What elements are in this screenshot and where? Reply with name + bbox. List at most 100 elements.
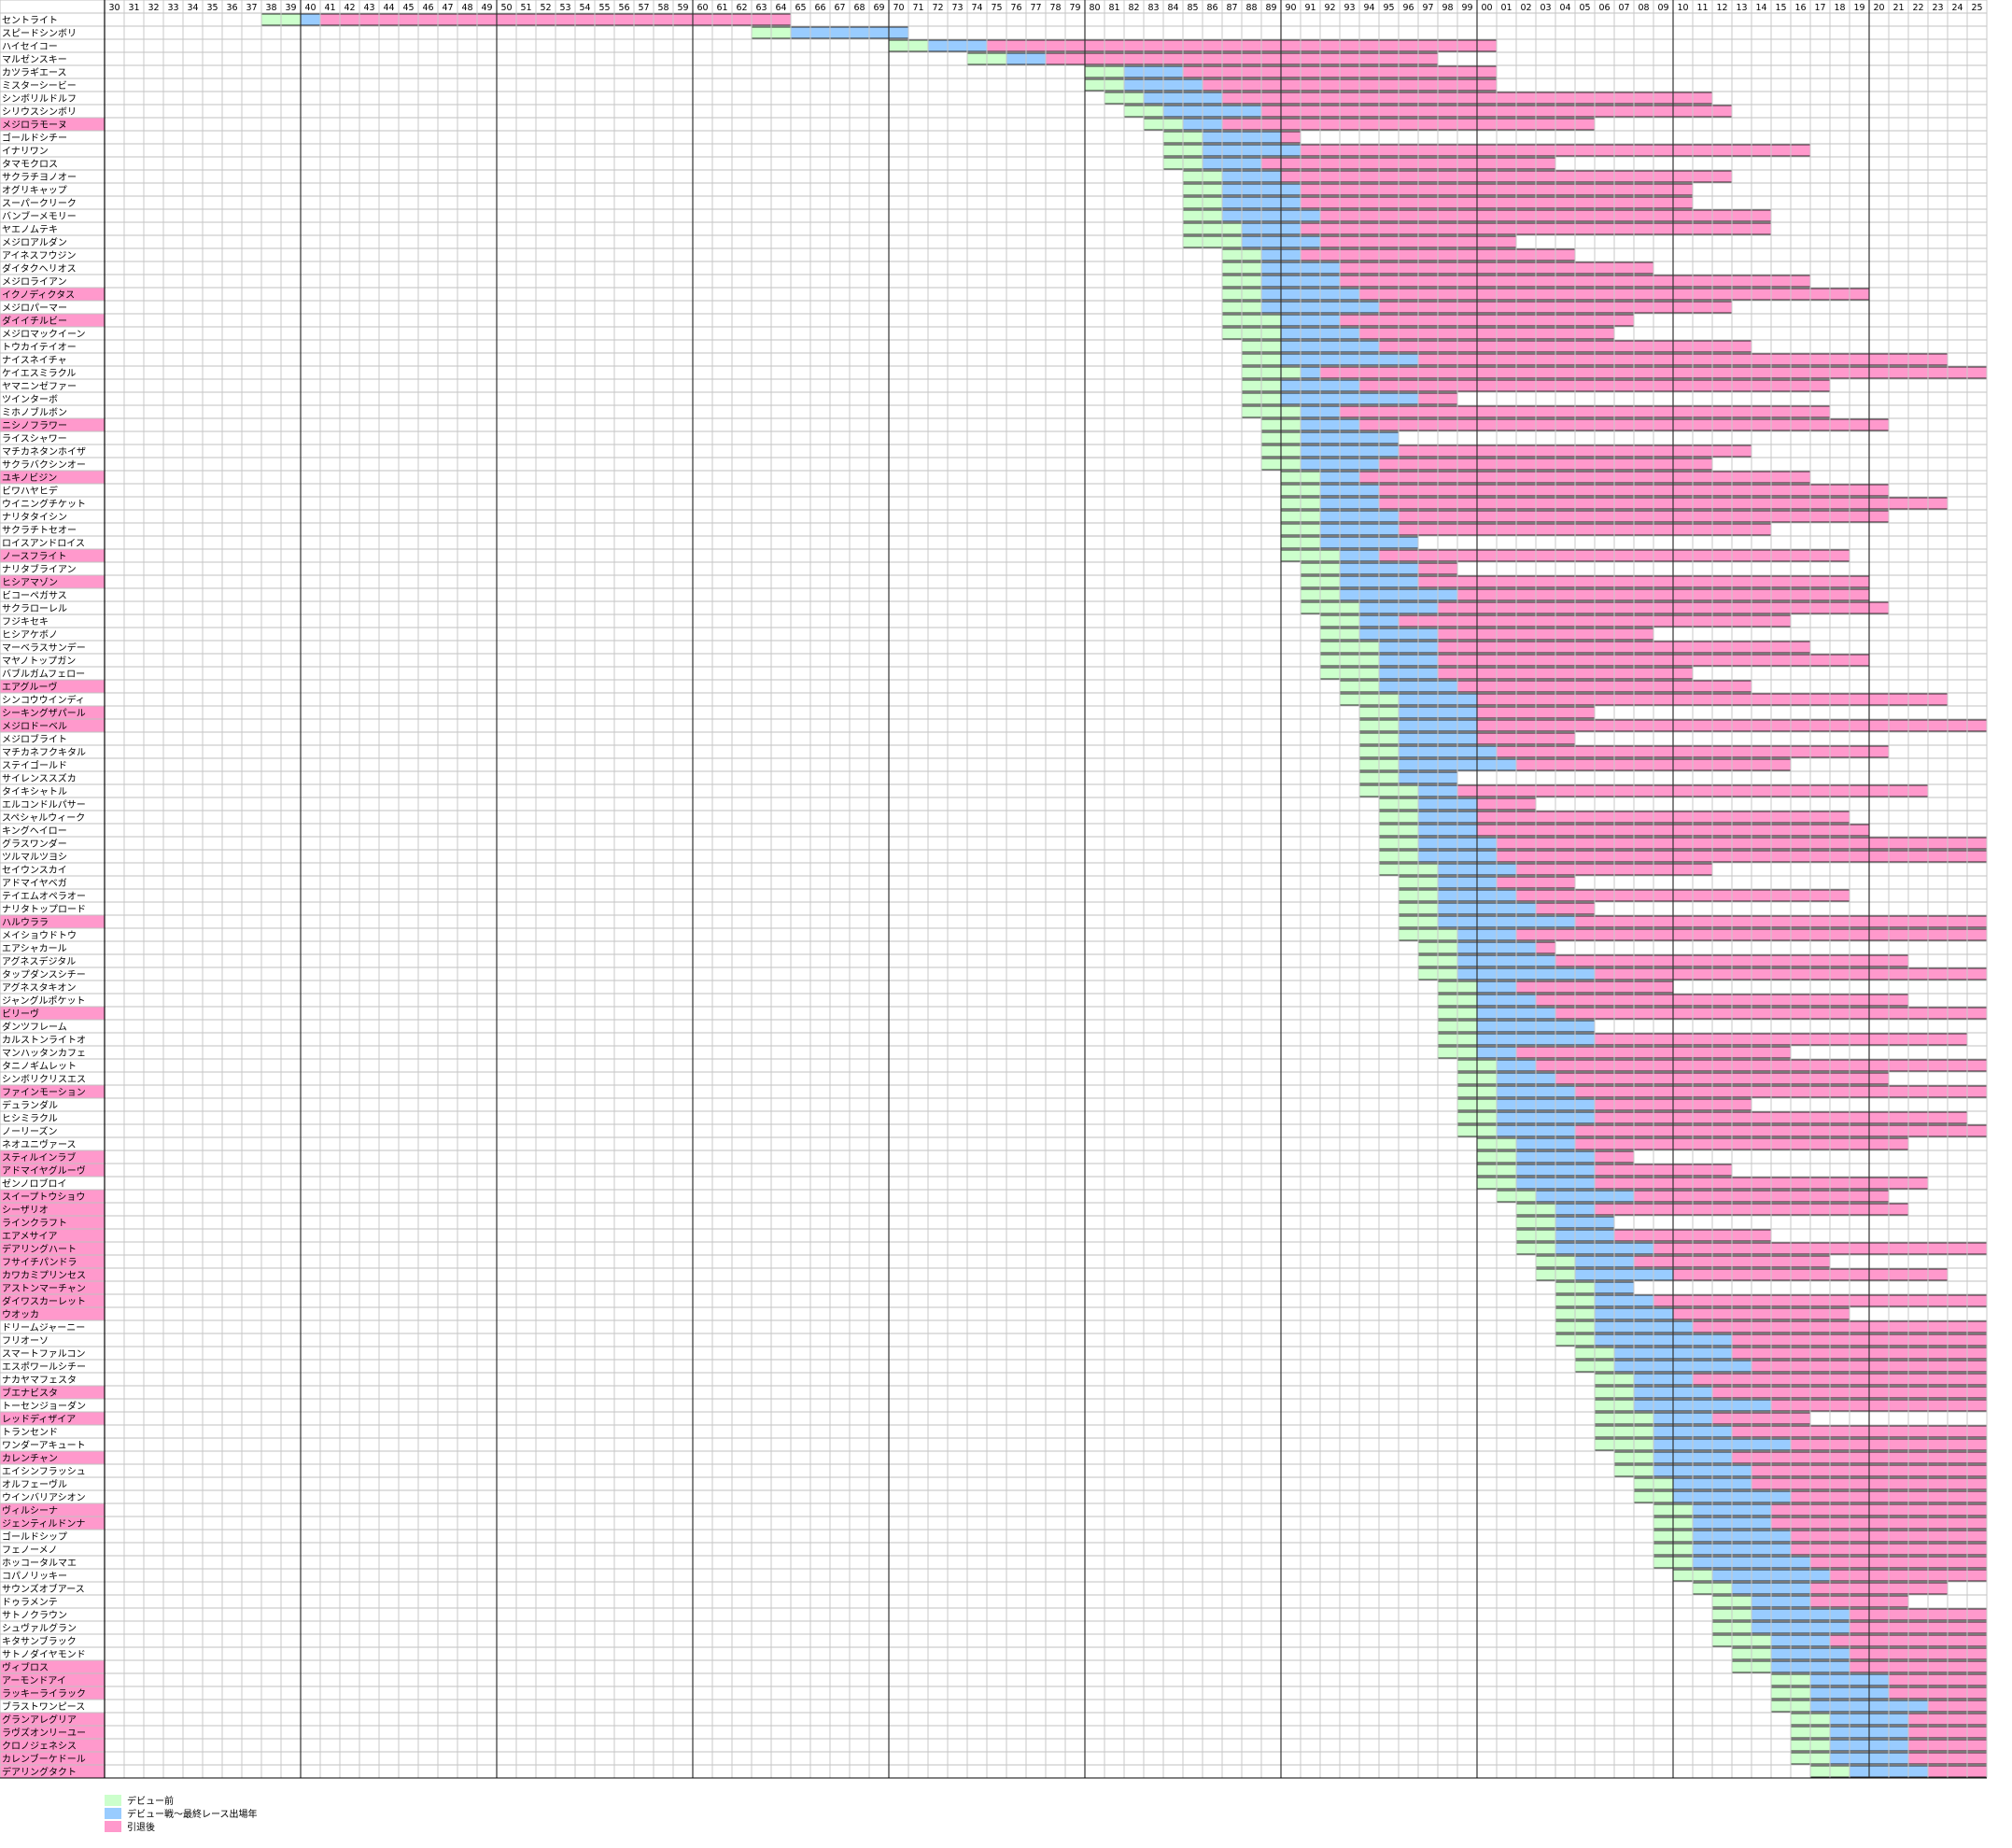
bar-retired: [1849, 1660, 1988, 1673]
x-tick-label: 64: [775, 3, 786, 13]
bar-racing: [1300, 418, 1360, 431]
row-label: ラインクラフト: [2, 1218, 67, 1229]
bar-racing: [1417, 797, 1478, 811]
row-label: ドゥラメンテ: [2, 1597, 58, 1608]
row-label: ホッコータルマエ: [2, 1558, 77, 1569]
x-tick-label: 32: [148, 3, 159, 13]
x-tick-label: 53: [559, 3, 570, 13]
row-label: カルストンライトオ: [2, 1035, 86, 1046]
bar-racing: [1770, 1634, 1831, 1647]
row-label: トウカイテイオー: [2, 342, 77, 353]
x-tick-label: 59: [677, 3, 688, 13]
row-label: グランアレグリア: [2, 1714, 77, 1726]
bar-retired: [1437, 641, 1811, 654]
x-tick-label: 93: [1344, 3, 1355, 13]
bar-racing: [1319, 497, 1380, 510]
x-tick-label: 18: [1834, 3, 1845, 13]
x-tick-label: 99: [1461, 3, 1472, 13]
x-tick-label: 61: [716, 3, 727, 13]
row-label: イクノディクタス: [2, 289, 75, 301]
x-tick-label: 83: [1147, 3, 1159, 13]
row-label-highlight: [0, 1255, 105, 1268]
legend-swatch: [105, 1808, 121, 1819]
bar-retired: [1378, 340, 1752, 353]
row-label: マチカネフクキタル: [2, 747, 86, 758]
row-label: シュヴァルグラン: [2, 1622, 77, 1634]
bar-pre-debut: [1594, 1425, 1654, 1438]
row-label: セントライト: [2, 15, 58, 26]
bar-racing: [1319, 484, 1380, 497]
bar-pre-debut: [1319, 654, 1380, 667]
row-label-highlight: [0, 1085, 105, 1098]
row-label: カレンチャン: [2, 1453, 58, 1464]
bar-retired: [1555, 1072, 1890, 1085]
bar-racing: [1633, 1373, 1694, 1386]
row-label-highlight: [0, 1150, 105, 1164]
row-label: シーキングザパール: [2, 707, 86, 719]
bar-racing: [1221, 209, 1321, 222]
bar-retired: [1202, 78, 1498, 92]
row-label: タイキシャトル: [2, 786, 67, 797]
x-tick-label: 55: [598, 3, 610, 13]
row-label: ヴィルシーナ: [2, 1504, 58, 1516]
row-label: トランセンド: [2, 1427, 58, 1438]
row-label: ミホノブルボン: [2, 406, 67, 418]
legend-label: デビュー戦～最終レース出場年: [127, 1808, 258, 1820]
row-label: ニシノフラワー: [2, 420, 67, 431]
bar-racing: [1260, 288, 1360, 301]
x-tick-label: 17: [1814, 3, 1825, 13]
row-label-highlight: [0, 288, 105, 301]
x-tick-label: 16: [1794, 3, 1806, 13]
row-label: タニノギムレット: [2, 1061, 77, 1072]
row-label: フェノーメノ: [2, 1545, 58, 1556]
row-label: エルコンドルパサー: [2, 799, 86, 811]
bar-retired: [1358, 471, 1811, 484]
row-label: エアメサイア: [2, 1231, 58, 1242]
row-label: ゴールドシップ: [2, 1531, 67, 1543]
x-tick-label: 25: [1971, 3, 1982, 13]
x-tick-label: 10: [1677, 3, 1688, 13]
bar-racing: [1594, 1333, 1733, 1347]
bar-retired: [1456, 680, 1752, 693]
bar-racing: [1437, 902, 1537, 915]
x-tick-label: 13: [1736, 3, 1747, 13]
x-tick-label: 57: [638, 3, 649, 13]
row-label: スペシャルウィーク: [2, 812, 85, 824]
x-tick-label: 23: [1932, 3, 1943, 13]
x-tick-label: 40: [304, 3, 316, 13]
row-label: アグネスデジタル: [2, 955, 76, 967]
bar-pre-debut: [1319, 667, 1380, 680]
row-label: エアシャカール: [2, 943, 67, 954]
bar-retired: [1358, 327, 1615, 340]
x-tick-label: 20: [1873, 3, 1884, 13]
row-label: ラッキーライラック: [2, 1688, 86, 1700]
bar-retired: [1339, 314, 1635, 327]
bar-retired: [1476, 811, 1850, 824]
row-label: サウンズオブアース: [2, 1583, 85, 1595]
bar-retired: [1849, 1647, 1988, 1660]
x-tick-label: 82: [1128, 3, 1139, 13]
row-label: スティルインラブ: [2, 1151, 76, 1164]
bar-retired: [1437, 667, 1694, 680]
bar-racing: [1574, 1255, 1635, 1268]
bar-retired: [1594, 1177, 1929, 1190]
row-label: マヤノトップガン: [2, 656, 76, 667]
bar-racing: [1555, 1242, 1654, 1255]
x-tick-label: 45: [402, 3, 414, 13]
row-label: ナリタタイシン: [2, 512, 67, 523]
bar-retired: [1633, 1190, 1890, 1203]
x-tick-label: 33: [167, 3, 178, 13]
x-tick-label: 36: [226, 3, 237, 13]
bar-pre-debut: [1241, 405, 1301, 418]
x-tick-label: 30: [108, 3, 120, 13]
x-tick-label: 86: [1206, 3, 1217, 13]
bar-racing: [1280, 314, 1341, 327]
bar-retired: [1535, 994, 1909, 1007]
row-label: ブラストワンピース: [2, 1700, 85, 1713]
row-label: デュランダル: [2, 1099, 58, 1111]
row-label-highlight: [0, 1386, 105, 1399]
bar-racing: [1456, 954, 1556, 967]
row-label: アーモンドアイ: [2, 1676, 66, 1686]
legend-label: 引退後: [127, 1821, 155, 1833]
bar-racing: [1555, 1229, 1615, 1242]
